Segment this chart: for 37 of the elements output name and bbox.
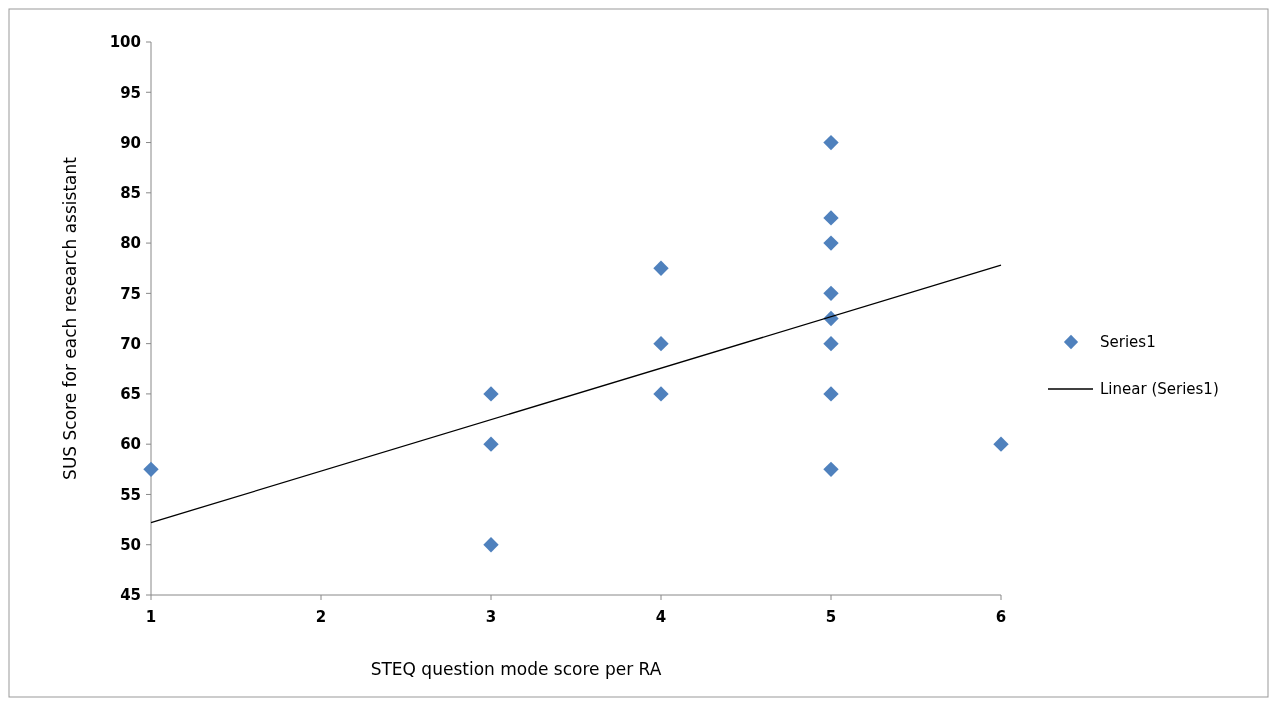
x-tick-label: 3 [485, 608, 497, 626]
y-tick-label: 60 [120, 435, 141, 454]
y-tick-label: 70 [120, 334, 141, 353]
legend-label: Linear (Series1) [1100, 380, 1219, 399]
point [823, 461, 839, 477]
point [823, 285, 839, 302]
point [143, 461, 159, 477]
y-tick-label: 85 [120, 184, 141, 203]
y-tick-label: 45 [120, 586, 141, 605]
point [653, 386, 669, 402]
x-tick-label: 4 [655, 608, 667, 626]
y-axis-title: SUS Score for each research assistant [60, 156, 80, 480]
legend-label: Series1 [1100, 333, 1156, 352]
point [483, 386, 499, 402]
point [823, 134, 839, 151]
x-tick-label: 1 [145, 608, 157, 626]
x-tick-label: 6 [995, 608, 1007, 626]
x-tick-label: 5 [825, 608, 837, 626]
y-tick-label: 95 [120, 83, 141, 102]
y-tick-label: 90 [120, 133, 141, 152]
y-tick-label: 55 [120, 485, 141, 504]
point [823, 386, 839, 402]
y-tick-label: 50 [120, 535, 141, 554]
point [653, 335, 669, 352]
x-tick-label: 2 [315, 608, 327, 626]
x-axis-title: STEQ question mode score per RA [370, 659, 662, 679]
y-tick-label: 75 [120, 284, 141, 303]
point [483, 436, 499, 452]
point [483, 537, 499, 553]
point [993, 436, 1009, 452]
point [653, 260, 669, 276]
y-tick-label: 80 [120, 234, 141, 253]
y-tick-label: 100 [109, 33, 141, 52]
y-tick-label: 65 [120, 385, 141, 404]
point [823, 235, 839, 251]
point [823, 210, 839, 226]
point [823, 335, 839, 352]
